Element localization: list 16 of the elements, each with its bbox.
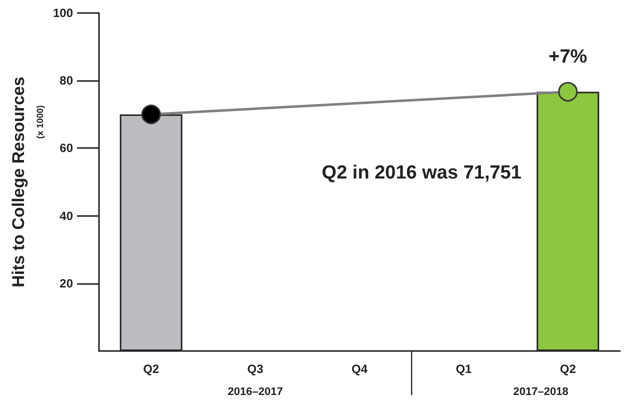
y-axis-title: Hits to College Resources	[9, 76, 28, 288]
x-tick-label: Q4	[351, 362, 368, 376]
y-tick-label: 40	[60, 208, 74, 223]
x-tick-label: Q1	[456, 362, 472, 376]
text: (x 1000)	[35, 105, 45, 139]
text: 2016–2017	[228, 386, 283, 398]
y-tick-label: 60	[60, 141, 74, 156]
annotation: +7%	[548, 46, 588, 68]
x-tick-label: Q2	[560, 362, 576, 376]
x-tick-label: Q3	[247, 362, 264, 376]
y-tick-label: 100	[52, 6, 74, 20]
y-tick-label: 20	[60, 276, 74, 290]
x-tick-label: Q2	[143, 362, 160, 376]
text: 2017–2018	[513, 386, 568, 398]
y-tick-label: 80	[60, 74, 74, 88]
annotation: Q2 in 2016 was 71,751	[322, 162, 522, 184]
